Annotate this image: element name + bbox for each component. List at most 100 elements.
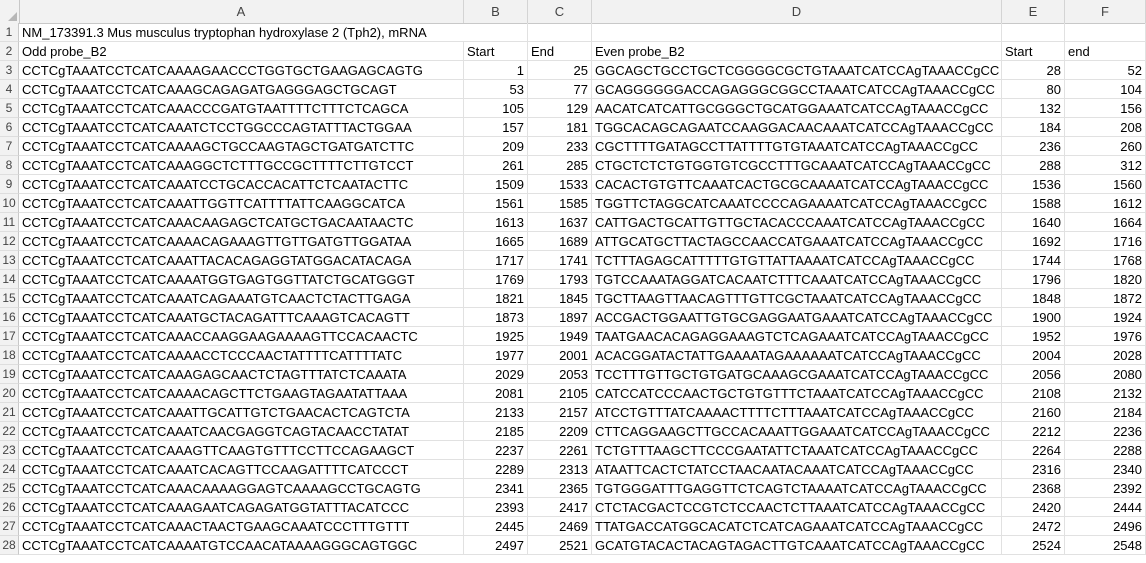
odd-probe-cell[interactable]: CCTCgTAAATCCTCATCAAAGAGCAACTCTAGTTTATCTC… (19, 365, 464, 384)
start-cell[interactable]: 1873 (464, 308, 528, 327)
start-cell[interactable]: 2524 (1002, 536, 1065, 555)
end-cell[interactable]: 2001 (528, 346, 592, 365)
end-cell[interactable]: 2288 (1065, 441, 1146, 460)
row-header[interactable]: 21 (0, 403, 19, 422)
column-header-b[interactable]: B (464, 0, 528, 23)
end-cell[interactable]: 2521 (528, 536, 592, 555)
row-header[interactable]: 14 (0, 270, 19, 289)
odd-probe-cell[interactable]: CCTCgTAAATCCTCATCAAATTGCATTGTCTGAACACTCA… (19, 403, 464, 422)
row-header[interactable]: 18 (0, 346, 19, 365)
even-probe-cell[interactable]: CACACTGTGTTCAAATCACTGCGCAAAATCATCCAgTAAA… (592, 175, 1002, 194)
odd-probe-cell[interactable]: CCTCgTAAATCCTCATCAAACCAAGGAAGAAAAGTTCCAC… (19, 327, 464, 346)
end-cell[interactable]: 1585 (528, 194, 592, 213)
even-probe-cell[interactable]: ATAATTCACTCTATCCTAACAATACAAATCATCCAgTAAA… (592, 460, 1002, 479)
end-cell[interactable]: 181 (528, 118, 592, 137)
end-cell[interactable]: 104 (1065, 80, 1146, 99)
even-probe-cell[interactable]: CTTCAGGAAGCTTGCCACAAATTGGAAATCATCCAgTAAA… (592, 422, 1002, 441)
start-cell[interactable]: 1717 (464, 251, 528, 270)
odd-probe-cell[interactable]: CCTCgTAAATCCTCATCAAACCCGATGTAATTTTCTTTCT… (19, 99, 464, 118)
start-cell[interactable]: 1796 (1002, 270, 1065, 289)
start-cell[interactable]: 1744 (1002, 251, 1065, 270)
start-cell[interactable]: 1977 (464, 346, 528, 365)
odd-probe-cell[interactable]: CCTCgTAAATCCTCATCAAAAGAACCCTGGTGCTGAAGAG… (19, 61, 464, 80)
even-probe-cell[interactable]: CTCTACGACTCCGTCTCCAACTCTTAAATCATCCAgTAAA… (592, 498, 1002, 517)
start-cell[interactable]: 2497 (464, 536, 528, 555)
end-cell[interactable]: 1637 (528, 213, 592, 232)
odd-probe-cell[interactable]: CCTCgTAAATCCTCATCAAATCTCCTGGCCCAGTATTTAC… (19, 118, 464, 137)
odd-probe-cell[interactable]: CCTCgTAAATCCTCATCAAAACAGCTTCTGAAGTAGAATA… (19, 384, 464, 403)
odd-probe-cell[interactable]: CCTCgTAAATCCTCATCAAAATGGTGAGTGGTTATCTGCA… (19, 270, 464, 289)
odd-probe-header[interactable]: Odd probe_B2 (19, 42, 464, 61)
title-cell[interactable]: NM_173391.3 Mus musculus tryptophan hydr… (19, 23, 464, 42)
end-cell[interactable]: 1664 (1065, 213, 1146, 232)
end-cell[interactable]: 1872 (1065, 289, 1146, 308)
start-cell[interactable]: 1848 (1002, 289, 1065, 308)
start-cell[interactable]: 1692 (1002, 232, 1065, 251)
even-probe-cell[interactable]: TCTTTAGAGCATTTTTGTGTTATTAAAATCATCCAgTAAA… (592, 251, 1002, 270)
even-probe-cell[interactable]: CGCTTTTGATAGCCTTATTTTGTGTAAATCATCCAgTAAA… (592, 137, 1002, 156)
end-cell[interactable]: 1612 (1065, 194, 1146, 213)
start-cell[interactable]: 2029 (464, 365, 528, 384)
even-probe-cell[interactable]: TCCTTTGTTGCTGTGATGCAAAGCGAAATCATCCAgTAAA… (592, 365, 1002, 384)
empty-cell[interactable] (592, 23, 1002, 42)
end-cell[interactable]: 2236 (1065, 422, 1146, 441)
end-cell[interactable]: 25 (528, 61, 592, 80)
start-cell[interactable]: 209 (464, 137, 528, 156)
even-probe-cell[interactable]: CATCCATCCCAACTGCTGTGTTTCTAAATCATCCAgTAAA… (592, 384, 1002, 403)
start-cell[interactable]: 2420 (1002, 498, 1065, 517)
row-header[interactable]: 1 (0, 23, 19, 42)
odd-probe-cell[interactable]: CCTCgTAAATCCTCATCAAATCACAGTTCCAAGATTTTCA… (19, 460, 464, 479)
start-cell[interactable]: 184 (1002, 118, 1065, 137)
row-header[interactable]: 22 (0, 422, 19, 441)
end-cell[interactable]: 2313 (528, 460, 592, 479)
end-cell[interactable]: 2496 (1065, 517, 1146, 536)
row-header[interactable]: 20 (0, 384, 19, 403)
end-cell[interactable]: 2392 (1065, 479, 1146, 498)
end-cell[interactable]: 156 (1065, 99, 1146, 118)
start-header-2[interactable]: Start (1002, 42, 1065, 61)
row-header[interactable]: 23 (0, 441, 19, 460)
end-cell[interactable]: 2340 (1065, 460, 1146, 479)
row-header[interactable]: 28 (0, 536, 19, 555)
end-cell[interactable]: 285 (528, 156, 592, 175)
even-probe-cell[interactable]: ATCCTGTTTATCAAAACTTTTCTTTAAATCATCCAgTAAA… (592, 403, 1002, 422)
start-cell[interactable]: 2004 (1002, 346, 1065, 365)
even-probe-cell[interactable]: TGTGGGATTTGAGGTTCTCAGTCTAAAATCATCCAgTAAA… (592, 479, 1002, 498)
start-cell[interactable]: 1925 (464, 327, 528, 346)
start-cell[interactable]: 2212 (1002, 422, 1065, 441)
column-header-a[interactable]: A (19, 0, 464, 23)
row-header[interactable]: 8 (0, 156, 19, 175)
start-cell[interactable]: 28 (1002, 61, 1065, 80)
end-cell[interactable]: 77 (528, 80, 592, 99)
end-cell[interactable]: 312 (1065, 156, 1146, 175)
end-cell[interactable]: 2209 (528, 422, 592, 441)
even-probe-header[interactable]: Even probe_B2 (592, 42, 1002, 61)
odd-probe-cell[interactable]: CCTCgTAAATCCTCATCAAATTGGTTCATTTTATTCAAGG… (19, 194, 464, 213)
row-header[interactable]: 12 (0, 232, 19, 251)
end-cell[interactable]: 52 (1065, 61, 1146, 80)
start-cell[interactable]: 2056 (1002, 365, 1065, 384)
even-probe-cell[interactable]: TGCTTAAGTTAACAGTTTGTTCGCTAAATCATCCAgTAAA… (592, 289, 1002, 308)
start-cell[interactable]: 1769 (464, 270, 528, 289)
start-cell[interactable]: 2264 (1002, 441, 1065, 460)
end-cell[interactable]: 1976 (1065, 327, 1146, 346)
odd-probe-cell[interactable]: CCTCgTAAATCCTCATCAAAGCAGAGATGAGGGAGCTGCA… (19, 80, 464, 99)
even-probe-cell[interactable]: TCTGTTTAAGCTTCCCGAATATTCTAAATCATCCAgTAAA… (592, 441, 1002, 460)
even-probe-cell[interactable]: TGTCCAAATAGGATCACAATCTTTCAAATCATCCAgTAAA… (592, 270, 1002, 289)
row-header[interactable]: 19 (0, 365, 19, 384)
empty-cell[interactable] (1002, 23, 1065, 42)
end-cell[interactable]: 1793 (528, 270, 592, 289)
odd-probe-cell[interactable]: CCTCgTAAATCCTCATCAAACAAGAGCTCATGCTGACAAT… (19, 213, 464, 232)
end-cell[interactable]: 2184 (1065, 403, 1146, 422)
start-cell[interactable]: 2133 (464, 403, 528, 422)
end-cell[interactable]: 2365 (528, 479, 592, 498)
row-header[interactable]: 4 (0, 80, 19, 99)
row-header[interactable]: 27 (0, 517, 19, 536)
row-header[interactable]: 17 (0, 327, 19, 346)
start-cell[interactable]: 2472 (1002, 517, 1065, 536)
end-header-2[interactable]: end (1065, 42, 1146, 61)
row-header[interactable]: 13 (0, 251, 19, 270)
even-probe-cell[interactable]: GGCAGCTGCCTGCTCGGGGCGCTGTAAATCATCCAgTAAA… (592, 61, 1002, 80)
row-header[interactable]: 3 (0, 61, 19, 80)
odd-probe-cell[interactable]: CCTCgTAAATCCTCATCAAAACCTCCCAACTATTTTCATT… (19, 346, 464, 365)
